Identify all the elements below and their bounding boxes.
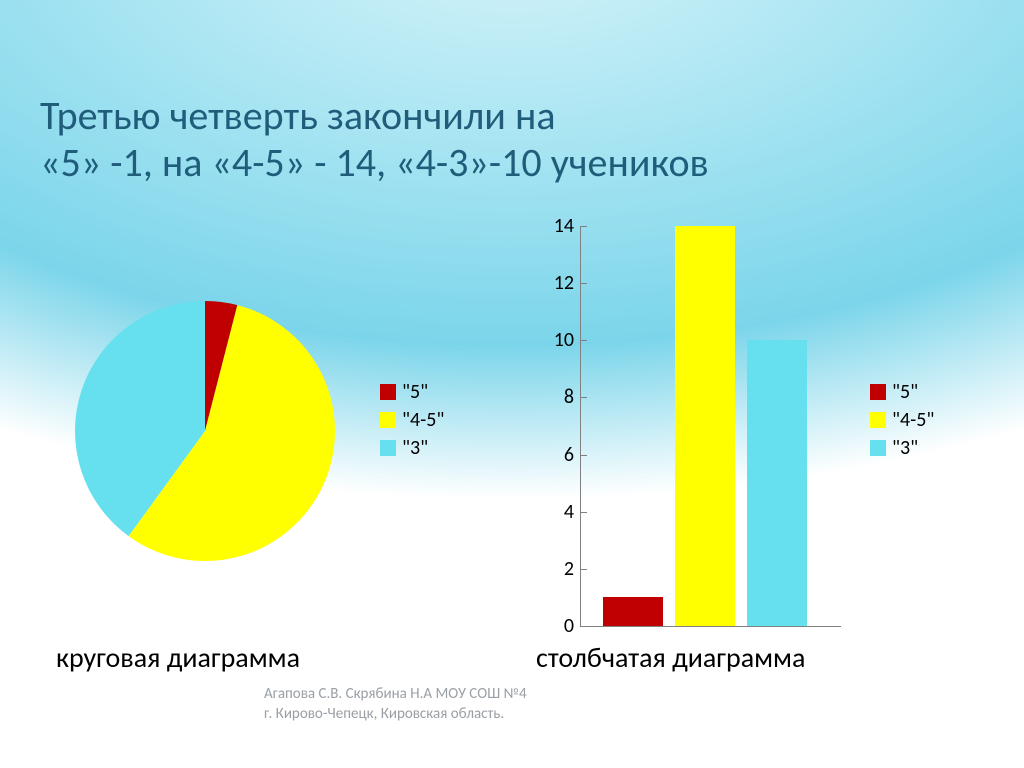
ytick-mark xyxy=(581,397,587,398)
ytick-label: 14 xyxy=(534,214,574,238)
slide: Третью четверть закончили на «5» -1, на … xyxy=(0,0,1024,768)
ytick-label: 0 xyxy=(534,614,574,638)
legend-item: "4-5" xyxy=(380,408,444,432)
bar xyxy=(603,597,663,626)
title-line-2: «5» -1, на «4-5» - 14, «4-3»-10 учеников xyxy=(40,138,709,187)
footer-line-2: г. Кирово-Чепецк, Кировская область. xyxy=(264,705,504,723)
ytick-label: 10 xyxy=(534,328,574,352)
legend-label: "5" xyxy=(402,380,428,404)
ytick-mark xyxy=(581,226,587,227)
ytick-mark xyxy=(581,340,587,341)
title-line-1: Третью четверть закончили на xyxy=(40,91,556,140)
legend-swatch xyxy=(870,384,886,400)
pie-legend: "5" "4-5" "3" xyxy=(380,376,444,464)
ytick-mark xyxy=(581,455,587,456)
bar xyxy=(747,340,807,626)
ytick-label: 2 xyxy=(534,557,574,581)
legend-item: "3" xyxy=(870,436,934,460)
bar xyxy=(675,226,735,626)
legend-label: "3" xyxy=(402,436,428,460)
ytick-mark xyxy=(581,569,587,570)
legend-swatch xyxy=(380,412,396,428)
ytick-mark xyxy=(581,512,587,513)
legend-item: "5" xyxy=(380,380,444,404)
pie-caption: круговая диаграмма xyxy=(56,640,300,675)
chart-area: "5""4-5""3" 02468101214 "5""4-5""3" xyxy=(40,226,984,646)
legend-item: "5" xyxy=(870,380,934,404)
ytick-label: 8 xyxy=(534,385,574,409)
slide-title: Третью четверть закончили на «5» -1, на … xyxy=(40,92,960,186)
bar-legend: "5" "4-5" "3" xyxy=(870,376,934,464)
legend-swatch xyxy=(380,384,396,400)
legend-label: "3" xyxy=(892,436,918,460)
legend-swatch xyxy=(380,440,396,456)
legend-label: "5" xyxy=(892,380,918,404)
footer-line-1: Агапова С.В. Скрябина Н.А МОУ СОШ №4 xyxy=(264,685,527,703)
ytick-mark xyxy=(581,626,587,627)
slide-footer: Агапова С.В. Скрябина Н.А МОУ СОШ №4 г. … xyxy=(264,684,784,725)
legend-label: "4-5" xyxy=(402,408,444,432)
legend-swatch xyxy=(870,412,886,428)
legend-item: "4-5" xyxy=(870,408,934,432)
legend-item: "3" xyxy=(380,436,444,460)
legend-label: "4-5" xyxy=(892,408,934,432)
bar-caption: столбчатая диаграмма xyxy=(536,640,805,675)
ytick-label: 12 xyxy=(534,271,574,295)
ytick-mark xyxy=(581,283,587,284)
ytick-label: 6 xyxy=(534,443,574,467)
ytick-label: 4 xyxy=(534,500,574,524)
legend-swatch xyxy=(870,440,886,456)
bar-ytick-labels: 02468101214 xyxy=(530,226,580,626)
bar-chart xyxy=(580,226,841,627)
pie-chart xyxy=(40,266,370,596)
